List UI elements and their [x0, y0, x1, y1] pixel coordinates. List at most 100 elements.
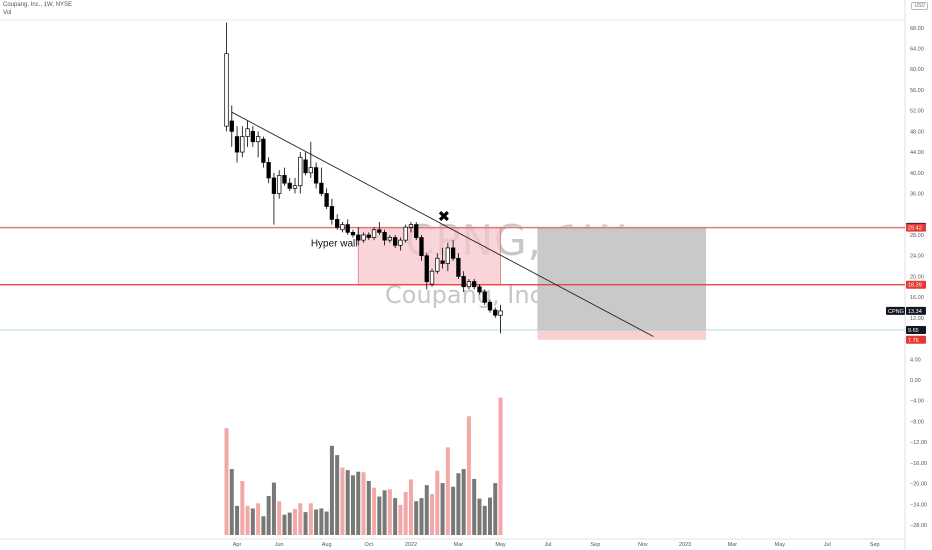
y-tick-label: −20.00 [910, 482, 927, 488]
candle [371, 229, 377, 238]
x-tick-label: May [495, 542, 506, 548]
candle [340, 224, 345, 231]
candle [477, 286, 482, 293]
y-tick-label: 40.00 [910, 171, 924, 177]
candle [472, 281, 477, 288]
volume-bar [261, 516, 266, 535]
y-tick-label: 60.00 [910, 67, 924, 73]
candle [329, 206, 335, 220]
volume-bar [435, 470, 440, 535]
candle [324, 193, 329, 207]
y-tick-label: 0.00 [910, 378, 921, 384]
x-tick-label: Nov [638, 542, 648, 548]
y-tick-label: 52.00 [910, 109, 924, 115]
candle [419, 237, 424, 257]
candle [261, 138, 266, 163]
y-tick-label: 28.00 [910, 233, 924, 239]
chart-header-symbol: Coupang, Inc., 1W, NYSE [3, 2, 73, 8]
price-tag [906, 326, 926, 335]
candle [266, 162, 271, 179]
currency-badge[interactable]: USD [911, 2, 928, 10]
volume-bar [477, 498, 482, 535]
volume-bar [451, 486, 456, 535]
candle [450, 247, 456, 259]
volume-bar [282, 514, 287, 535]
candle [234, 136, 240, 153]
volume-bar [345, 470, 350, 535]
price-tag-label: 7.76 [908, 338, 919, 344]
candle [398, 239, 403, 246]
candle [493, 309, 498, 316]
x-tick-label: Mar [454, 542, 464, 548]
volume-bar [287, 512, 292, 535]
y-tick-label: −16.00 [910, 461, 927, 467]
volume-bar [271, 482, 276, 535]
hyper-wall-box [357, 227, 501, 286]
volume-bar [498, 397, 503, 535]
price-tag [906, 335, 926, 344]
volume-bar [324, 511, 329, 535]
x-tick-label: Mar [728, 542, 738, 548]
volume-bar [424, 485, 429, 535]
target-zone [537, 330, 707, 340]
volume-bar [293, 508, 298, 535]
y-tick-label: 56.00 [910, 88, 924, 94]
hyper-wall-label: Hyper wall [311, 238, 358, 249]
candle [414, 224, 419, 238]
candle [403, 226, 408, 241]
y-tick-label: −8.00 [910, 419, 924, 425]
y-tick-label: −4.00 [910, 399, 924, 405]
y-tick-label: −12.00 [910, 440, 927, 446]
volume-bar [377, 496, 382, 535]
y-tick-label: −28.00 [910, 523, 927, 529]
y-tick-label: 4.00 [910, 357, 921, 363]
volume-bar [398, 504, 403, 535]
x-tick-label: Apr [233, 542, 242, 548]
y-tick-label: 36.00 [910, 192, 924, 198]
volume-bar [303, 512, 308, 535]
volume-bar [414, 501, 419, 535]
volume-bar [445, 447, 450, 535]
volume-bar [482, 505, 487, 535]
x-tick-label: Jul [824, 542, 831, 548]
y-tick-label: 20.00 [910, 274, 924, 280]
candle [229, 120, 234, 132]
volume-bar [382, 490, 387, 535]
candle [408, 224, 414, 228]
trendline[interactable] [231, 111, 654, 337]
volume-bar [235, 505, 240, 535]
candle [382, 232, 387, 241]
volume-bar [493, 483, 498, 535]
candle [240, 136, 245, 153]
candle [435, 257, 440, 272]
x-tick-label: May [775, 542, 786, 548]
price-tag [906, 280, 926, 289]
price-tag-label: 13.34 [908, 309, 922, 315]
volume-bar [356, 471, 361, 535]
candle [303, 159, 308, 174]
candle [313, 167, 319, 184]
candle [255, 136, 261, 143]
volume-bar [440, 483, 445, 535]
candle [456, 257, 461, 277]
volume-bar [350, 475, 355, 535]
y-tick-label: 68.00 [910, 26, 924, 32]
x-tick-label: Sep [870, 542, 880, 548]
y-tick-label: 24.00 [910, 254, 924, 260]
volume-bar [419, 498, 424, 535]
volume-bar [266, 496, 271, 535]
volume-bar [387, 489, 392, 535]
y-tick-label: 16.00 [910, 295, 924, 301]
candle [377, 229, 382, 233]
price-tag-label: 29.42 [908, 226, 922, 232]
symbol-tag-label: CPNG [888, 309, 904, 315]
candle [356, 234, 361, 241]
y-tick-label: −24.00 [910, 502, 927, 508]
projection-zone [537, 227, 707, 331]
candle [224, 53, 229, 127]
volume-bar [372, 487, 377, 535]
volume-bar [335, 455, 340, 535]
candle [345, 224, 350, 233]
symbol-tag [886, 306, 905, 315]
